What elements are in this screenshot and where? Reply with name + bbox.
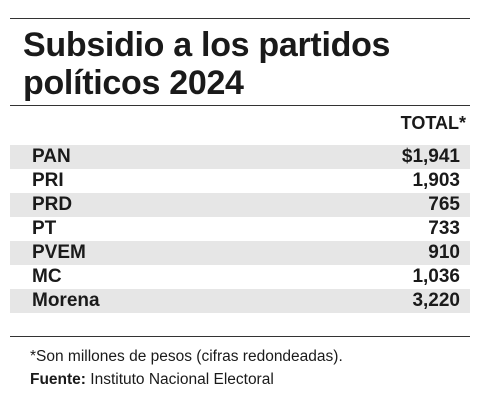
page-title: Subsidio a los partidos políticos 2024 xyxy=(23,26,391,102)
subsidy-table: PAN $1,941 PRI 1,903 PRD 765 PT 733 PVEM… xyxy=(10,145,470,313)
table-row: PAN $1,941 xyxy=(10,145,470,169)
party-total: $1,941 xyxy=(401,146,460,167)
table-row: PT 733 xyxy=(10,217,470,241)
column-header-total: TOTAL* xyxy=(400,113,466,133)
table-row: PRD 765 xyxy=(10,193,470,217)
table-row: PRI 1,903 xyxy=(10,169,470,193)
party-total: 1,903 xyxy=(412,170,460,191)
party-name: PVEM xyxy=(32,242,86,263)
table-bottom-divider xyxy=(10,336,470,337)
party-name: Morena xyxy=(32,290,100,311)
party-name: PT xyxy=(32,218,57,239)
table-row: MC 1,036 xyxy=(10,265,470,289)
party-total: 1,036 xyxy=(412,266,460,287)
table-row: Morena 3,220 xyxy=(10,289,470,313)
party-total: 765 xyxy=(428,194,460,215)
party-name: PAN xyxy=(32,146,71,167)
footnote: *Son millones de pesos (cifras redondead… xyxy=(30,348,343,365)
top-divider xyxy=(10,18,470,19)
party-total: 910 xyxy=(428,242,460,263)
party-name: MC xyxy=(32,266,62,287)
party-name: PRI xyxy=(32,170,64,191)
source-line: Fuente: Instituto Nacional Electoral xyxy=(30,371,274,389)
title-divider xyxy=(10,105,470,106)
party-total: 733 xyxy=(428,218,460,239)
source-text: Instituto Nacional Electoral xyxy=(85,371,274,388)
party-name: PRD xyxy=(32,194,73,215)
source-label: Fuente: xyxy=(30,371,86,388)
party-total: 3,220 xyxy=(412,290,460,311)
table-row: PVEM 910 xyxy=(10,241,470,265)
